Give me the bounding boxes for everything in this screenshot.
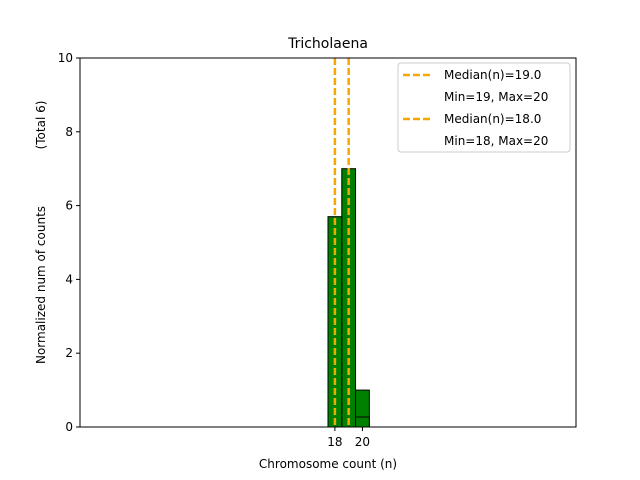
legend-entry-stats-2: Min=18, Max=20 [444, 134, 548, 148]
y-tick-label: 4 [65, 272, 73, 286]
ticks-layer: 0 2 4 6 8 10 18 20 [58, 51, 370, 449]
bar-series-2 [355, 416, 370, 428]
y-axis-total-label: (Total 6) [34, 101, 48, 150]
legend: Median(n)=19.0 Min=19, Max=20 Median(n)=… [397, 62, 571, 153]
axes-frame [79, 57, 577, 428]
y-tick-label: 0 [65, 420, 73, 434]
y-tick-label: 2 [65, 346, 73, 360]
y-tick-label: 8 [65, 125, 73, 139]
legend-box [397, 62, 571, 153]
legend-entry-median-2: Median(n)=18.0 [444, 112, 541, 126]
x-tick-label: 20 [355, 435, 370, 449]
legend-entry-median-1: Median(n)=19.0 [444, 68, 541, 82]
y-axis-label: Normalized num of counts [34, 206, 48, 364]
y-tick-label: 6 [65, 199, 73, 213]
y-tick-label: 10 [58, 51, 73, 65]
x-tick-label: 18 [327, 435, 342, 449]
legend-entry-stats-1: Min=19, Max=20 [444, 90, 548, 104]
bars-layer [327, 168, 404, 428]
median-lines-layer [333, 58, 350, 427]
chart-title: Tricholaena [287, 36, 368, 52]
x-axis-label: Chromosome count (n) [259, 457, 397, 471]
